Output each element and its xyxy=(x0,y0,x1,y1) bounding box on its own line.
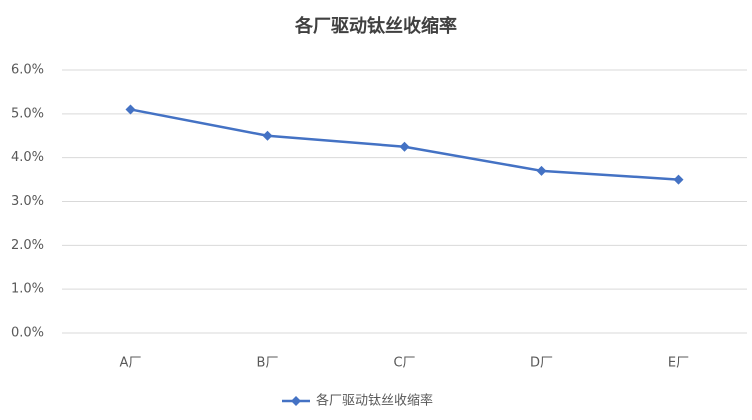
x-tick-label: A厂 xyxy=(120,356,142,371)
x-tick-label: C厂 xyxy=(393,356,415,371)
x-tick-label: D厂 xyxy=(530,356,553,371)
marker xyxy=(399,141,410,152)
x-tick-label: E厂 xyxy=(668,356,689,371)
marker xyxy=(262,130,273,141)
legend-marker xyxy=(291,396,301,406)
y-tick-label: 3.0% xyxy=(11,194,44,209)
marker xyxy=(125,104,136,115)
x-tick-label: B厂 xyxy=(257,356,279,371)
legend-label: 各厂驱动钛丝收缩率 xyxy=(316,393,433,409)
y-tick-label: 4.0% xyxy=(11,150,44,165)
marker xyxy=(536,165,547,176)
y-tick-label: 6.0% xyxy=(11,63,44,78)
y-tick-label: 1.0% xyxy=(11,282,44,297)
y-tick-label: 2.0% xyxy=(11,238,44,253)
marker xyxy=(673,174,684,185)
y-tick-label: 5.0% xyxy=(11,106,44,121)
chart-title: 各厂驱动钛丝收缩率 xyxy=(294,15,457,37)
y-tick-label: 0.0% xyxy=(11,326,44,341)
